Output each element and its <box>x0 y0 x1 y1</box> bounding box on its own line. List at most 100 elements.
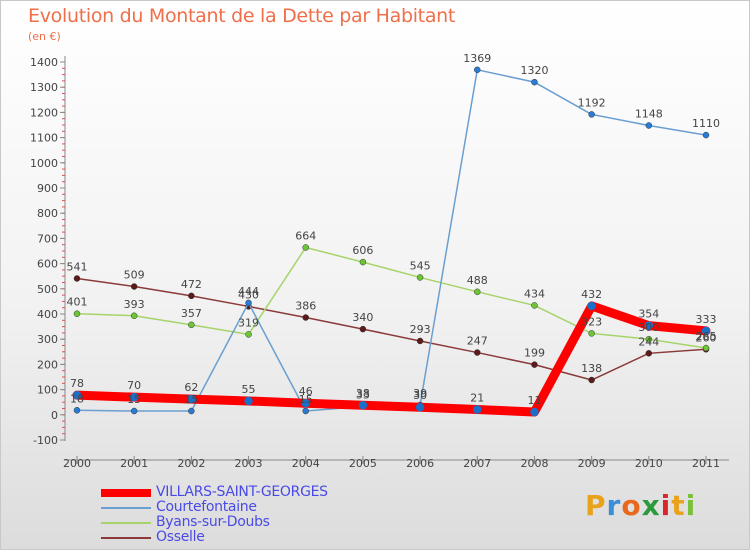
data-label: 15 <box>299 393 313 406</box>
logo-letter: r <box>606 489 622 522</box>
data-point <box>359 258 367 266</box>
data-label: 33 <box>356 388 370 401</box>
y-tick-label: 0 <box>51 409 58 422</box>
x-tick-label: 2006 <box>406 457 434 470</box>
y-tick-label: 400 <box>37 308 58 321</box>
data-point <box>302 244 309 251</box>
data-point <box>188 292 195 300</box>
data-label: 606 <box>352 244 373 257</box>
data-point <box>702 344 710 352</box>
proxiti-logo: Proxiti <box>585 489 696 522</box>
y-tick-label: 1000 <box>30 157 58 170</box>
data-point <box>588 330 595 337</box>
x-tick-label: 2001 <box>120 457 148 470</box>
data-label: 46 <box>299 385 313 398</box>
data-label: 15 <box>127 393 141 406</box>
data-point <box>474 349 481 356</box>
legend-label: Byans-sur-Doubs <box>156 514 270 530</box>
data-label: 39 <box>413 387 427 400</box>
data-label: 138 <box>581 362 602 375</box>
data-label: 70 <box>127 379 141 392</box>
x-tick-label: 2004 <box>292 457 320 470</box>
y-tick-label: 1200 <box>30 106 58 119</box>
data-label: 340 <box>352 311 373 324</box>
data-point <box>701 326 711 336</box>
axes: -100 0 100 200 300 400 500 600 700 800 900 1000 1100… <box>30 56 729 470</box>
data-point <box>531 302 538 309</box>
data-point <box>130 407 138 415</box>
data-label: 444 <box>238 285 259 298</box>
data-label: 18 <box>70 392 84 405</box>
data-label: 333 <box>696 313 717 326</box>
data-label: 1110 <box>692 117 720 130</box>
data-point <box>530 407 539 417</box>
logo-letter: x <box>641 489 661 522</box>
x-tick-label: 2005 <box>349 457 377 470</box>
legend-swatch <box>101 537 151 539</box>
data-label: 432 <box>581 288 602 301</box>
data-point <box>301 398 310 408</box>
data-label: 541 <box>67 260 88 273</box>
data-label: 78 <box>70 377 84 390</box>
data-label: 323 <box>581 315 602 328</box>
data-point <box>587 301 596 311</box>
data-point <box>531 78 538 86</box>
data-label: 265 <box>696 330 717 343</box>
data-point <box>302 314 309 321</box>
logo-letter: i <box>660 489 672 522</box>
data-point <box>188 407 195 415</box>
data-label: 472 <box>181 278 202 291</box>
x-tick-label: 2002 <box>177 457 205 470</box>
data-label: 319 <box>238 316 259 329</box>
data-point <box>531 361 538 368</box>
series-line-osselle <box>76 277 707 381</box>
data-label: 1320 <box>520 64 548 77</box>
data-label: 260 <box>696 331 717 344</box>
legend-label: Courtefontaine <box>156 499 257 515</box>
x-tick-label: 2009 <box>578 457 606 470</box>
logo-letter: t <box>671 489 686 522</box>
y-tick-label: 1300 <box>30 81 58 94</box>
data-label: 55 <box>242 383 256 396</box>
data-point <box>187 394 196 404</box>
data-point <box>358 400 368 410</box>
data-label: 545 <box>410 259 431 272</box>
data-label: 300 <box>638 321 659 334</box>
data-label: 21 <box>470 392 484 405</box>
x-tick-label: 2003 <box>235 457 263 470</box>
data-label: 1192 <box>578 96 606 109</box>
data-point <box>473 405 482 414</box>
y-tick-label: 100 <box>37 384 58 397</box>
data-label: 244 <box>638 335 659 348</box>
logo-letter: o <box>621 489 642 522</box>
data-label: 386 <box>295 300 316 313</box>
y-tick-label: 900 <box>37 182 58 195</box>
data-point <box>416 274 424 281</box>
data-point <box>188 321 195 329</box>
y-tick-label: -100 <box>33 434 58 447</box>
data-point <box>302 407 309 415</box>
x-tick-label: 2007 <box>463 457 491 470</box>
x-tick-label: 2010 <box>635 457 663 470</box>
data-labels: 541 509 472 430 386 340 293 247 199 138 244 260 401 3… <box>67 52 721 407</box>
x-tick-label: 2000 <box>63 457 91 470</box>
data-label: 199 <box>524 347 545 360</box>
legend-swatch <box>101 507 151 509</box>
data-label: 357 <box>181 307 202 320</box>
y-tick-label: 500 <box>37 283 58 296</box>
data-point <box>130 312 138 320</box>
data-label: 509 <box>124 269 145 282</box>
legend-swatch <box>101 489 151 497</box>
data-label: 62 <box>184 381 198 394</box>
legend-swatch <box>101 522 151 524</box>
legend-label: VILLARS-SAINT-GEORGES <box>156 484 328 500</box>
data-label: 247 <box>467 335 488 348</box>
logo-letter: P <box>585 489 607 522</box>
data-point <box>644 321 654 330</box>
y-tick-label: 700 <box>37 232 58 245</box>
data-label: 293 <box>410 323 431 336</box>
series-line-villars-saint-georges <box>72 301 711 417</box>
data-label: 488 <box>467 274 488 287</box>
data-point <box>244 396 253 406</box>
